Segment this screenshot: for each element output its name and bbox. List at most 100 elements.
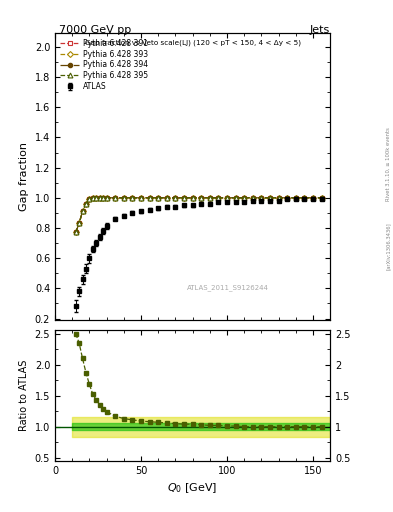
Pythia 6.428 395 (276, 195, 281, 201)
Pythia 6.428 393 (77, 220, 81, 226)
Pythia 6.428 394 (84, 201, 88, 207)
Pythia 6.428 393 (104, 195, 109, 201)
Pythia 6.428 395 (121, 195, 126, 201)
Pythia 6.428 395 (225, 195, 230, 201)
Pythia 6.428 394 (164, 195, 169, 201)
Pythia 6.428 393 (164, 195, 169, 201)
Pythia 6.428 393 (182, 195, 186, 201)
Pythia 6.428 393 (310, 195, 315, 201)
Pythia 6.428 391 (250, 195, 255, 201)
Pythia 6.428 395 (302, 195, 307, 201)
Pythia 6.428 395 (84, 201, 88, 207)
Pythia 6.428 395 (97, 195, 102, 201)
Pythia 6.428 395 (73, 229, 78, 236)
Pythia 6.428 394 (259, 195, 264, 201)
Y-axis label: Ratio to ATLAS: Ratio to ATLAS (19, 360, 29, 431)
Pythia 6.428 391 (80, 208, 85, 215)
Pythia 6.428 391 (121, 195, 126, 201)
Pythia 6.428 393 (130, 195, 135, 201)
Pythia 6.428 395 (182, 195, 186, 201)
Pythia 6.428 391 (310, 195, 315, 201)
Pythia 6.428 391 (285, 195, 290, 201)
Pythia 6.428 393 (216, 195, 221, 201)
Pythia 6.428 393 (121, 195, 126, 201)
Pythia 6.428 395 (268, 195, 272, 201)
Pythia 6.428 393 (90, 195, 95, 201)
Pythia 6.428 393 (233, 195, 238, 201)
Pythia 6.428 393 (319, 195, 324, 201)
Pythia 6.428 394 (77, 220, 81, 226)
Pythia 6.428 394 (293, 195, 298, 201)
Pythia 6.428 394 (190, 195, 195, 201)
Pythia 6.428 395 (216, 195, 221, 201)
Pythia 6.428 394 (87, 196, 92, 202)
Pythia 6.428 394 (147, 195, 152, 201)
Pythia 6.428 394 (90, 195, 95, 201)
Pythia 6.428 395 (80, 208, 85, 215)
Pythia 6.428 393 (113, 195, 118, 201)
Pythia 6.428 393 (199, 195, 204, 201)
Pythia 6.428 395 (77, 220, 81, 226)
Pythia 6.428 393 (190, 195, 195, 201)
Pythia 6.428 393 (285, 195, 290, 201)
Line: Pythia 6.428 391: Pythia 6.428 391 (73, 196, 323, 234)
Text: ATLAS_2011_S9126244: ATLAS_2011_S9126244 (187, 285, 269, 291)
Pythia 6.428 395 (285, 195, 290, 201)
Pythia 6.428 395 (233, 195, 238, 201)
Pythia 6.428 395 (190, 195, 195, 201)
Pythia 6.428 391 (233, 195, 238, 201)
Pythia 6.428 393 (276, 195, 281, 201)
Pythia 6.428 394 (302, 195, 307, 201)
Pythia 6.428 395 (250, 195, 255, 201)
Pythia 6.428 395 (130, 195, 135, 201)
Pythia 6.428 395 (293, 195, 298, 201)
Pythia 6.428 394 (233, 195, 238, 201)
Pythia 6.428 393 (101, 195, 106, 201)
Pythia 6.428 394 (113, 195, 118, 201)
Pythia 6.428 391 (73, 229, 78, 236)
Pythia 6.428 394 (104, 195, 109, 201)
Pythia 6.428 395 (87, 196, 92, 202)
Pythia 6.428 395 (319, 195, 324, 201)
Pythia 6.428 391 (130, 195, 135, 201)
Pythia 6.428 393 (87, 196, 92, 202)
Line: Pythia 6.428 393: Pythia 6.428 393 (73, 196, 323, 234)
Pythia 6.428 393 (293, 195, 298, 201)
Line: Pythia 6.428 395: Pythia 6.428 395 (73, 196, 324, 235)
Pythia 6.428 395 (199, 195, 204, 201)
Pythia 6.428 394 (285, 195, 290, 201)
Pythia 6.428 395 (113, 195, 118, 201)
Pythia 6.428 393 (73, 229, 78, 236)
Pythia 6.428 391 (293, 195, 298, 201)
Pythia 6.428 393 (84, 201, 88, 207)
Pythia 6.428 393 (139, 195, 143, 201)
Text: Jets: Jets (310, 25, 330, 35)
Pythia 6.428 394 (101, 195, 106, 201)
Pythia 6.428 394 (225, 195, 230, 201)
Pythia 6.428 395 (310, 195, 315, 201)
Pythia 6.428 391 (101, 195, 106, 201)
Pythia 6.428 391 (94, 195, 99, 201)
Pythia 6.428 391 (90, 195, 95, 201)
Text: 7000 GeV pp: 7000 GeV pp (59, 25, 131, 35)
Pythia 6.428 395 (259, 195, 264, 201)
Pythia 6.428 393 (80, 208, 85, 215)
Pythia 6.428 391 (208, 195, 212, 201)
Pythia 6.428 393 (250, 195, 255, 201)
Pythia 6.428 391 (84, 201, 88, 207)
Pythia 6.428 393 (302, 195, 307, 201)
Pythia 6.428 391 (276, 195, 281, 201)
Pythia 6.428 391 (156, 195, 161, 201)
Pythia 6.428 394 (276, 195, 281, 201)
Pythia 6.428 394 (80, 208, 85, 215)
Pythia 6.428 391 (319, 195, 324, 201)
Pythia 6.428 391 (147, 195, 152, 201)
Pythia 6.428 395 (94, 195, 99, 201)
Pythia 6.428 391 (259, 195, 264, 201)
Pythia 6.428 394 (199, 195, 204, 201)
Pythia 6.428 394 (139, 195, 143, 201)
Legend: Pythia 6.428 391, Pythia 6.428 393, Pythia 6.428 394, Pythia 6.428 395, ATLAS: Pythia 6.428 391, Pythia 6.428 393, Pyth… (59, 37, 150, 93)
Line: Pythia 6.428 394: Pythia 6.428 394 (73, 196, 323, 234)
Pythia 6.428 395 (164, 195, 169, 201)
Pythia 6.428 391 (190, 195, 195, 201)
